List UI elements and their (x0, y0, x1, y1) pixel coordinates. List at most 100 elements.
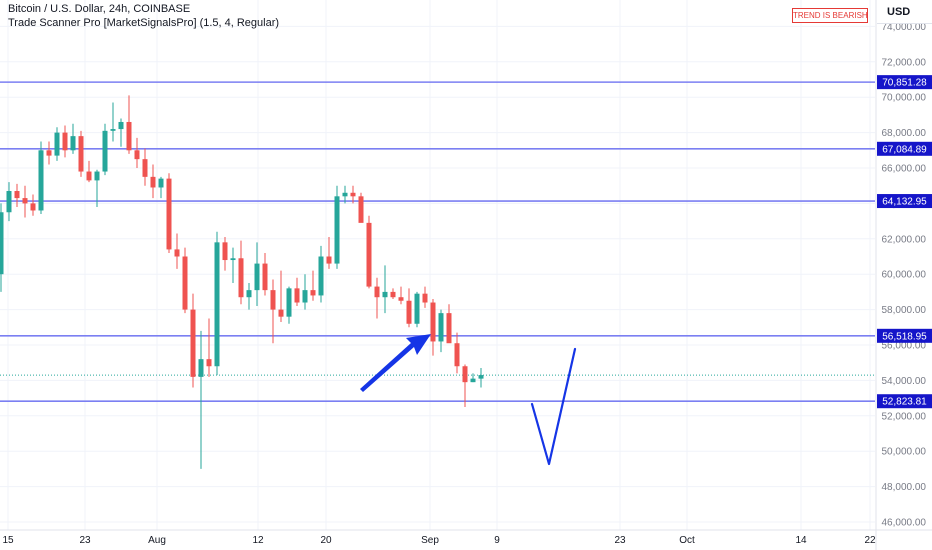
trend-badge: TREND IS BEARISH (792, 8, 868, 23)
candle-body (30, 203, 36, 211)
candle (62, 125, 68, 158)
indicator-legend[interactable]: Trade Scanner Pro [MarketSignalsPro] (1.… (8, 17, 280, 29)
candle-body (6, 191, 12, 213)
candle-body (54, 132, 60, 156)
candle (422, 286, 428, 308)
y-tick-label: 60,000.00 (882, 270, 927, 281)
candle-body (366, 222, 372, 287)
candle-body (206, 359, 212, 367)
candle-body (270, 290, 276, 310)
candle-body (286, 288, 292, 317)
level-price-label: 56,518.95 (877, 328, 932, 343)
candle-body (78, 136, 84, 172)
candle (110, 102, 116, 142)
candle (270, 279, 276, 344)
candle-body (118, 121, 124, 130)
price-axis (877, 0, 932, 550)
candle (70, 123, 76, 154)
x-tick-label: 22 (864, 535, 876, 546)
candle (254, 242, 260, 307)
candle-body (342, 192, 348, 197)
y-tick-label: 50,000.00 (882, 447, 927, 458)
candle-body (438, 313, 444, 342)
candle (134, 137, 140, 168)
candle-body (446, 313, 452, 344)
check-mark-drawing[interactable] (530, 347, 577, 466)
y-tick-label: 52,000.00 (882, 411, 927, 422)
candle (54, 127, 60, 161)
candle (174, 233, 180, 269)
candle (478, 368, 484, 388)
candle (438, 309, 444, 353)
candle-body (134, 150, 140, 160)
candle-body (238, 258, 244, 298)
candle-body (174, 249, 180, 257)
candle-body (46, 150, 52, 156)
candle (358, 192, 364, 223)
candle-body (38, 150, 44, 211)
candle (342, 185, 348, 204)
candle-body (470, 378, 476, 383)
candle (0, 203, 4, 292)
candle-body (62, 132, 68, 151)
x-tick-label: 23 (79, 535, 91, 546)
candle-body (334, 196, 340, 264)
candle (214, 231, 220, 376)
candle (310, 270, 316, 301)
x-tick-label: 23 (614, 535, 626, 546)
candle-body (406, 300, 412, 324)
candle (150, 164, 156, 199)
y-tick-label: 68,000.00 (882, 128, 927, 139)
candle-body (14, 191, 20, 199)
candle-body (70, 136, 76, 151)
candle (446, 304, 452, 344)
candle-body (222, 242, 228, 261)
candle (278, 270, 284, 322)
annotation-arrow[interactable] (360, 334, 431, 392)
candle (158, 176, 164, 199)
candle-body (430, 302, 436, 342)
candle (182, 247, 188, 314)
x-tick-label: Oct (679, 535, 695, 546)
y-tick-label: 62,000.00 (882, 234, 927, 245)
candle (406, 288, 412, 328)
candle (198, 330, 204, 469)
y-tick-label: 58,000.00 (882, 305, 927, 316)
candle (166, 173, 172, 253)
candle-body (190, 309, 196, 377)
y-tick-label: 72,000.00 (882, 57, 927, 68)
candle (334, 185, 340, 269)
candle (374, 277, 380, 319)
candle (350, 185, 356, 204)
y-tick-label: 70,000.00 (882, 93, 927, 104)
candle (294, 277, 300, 307)
y-tick-label: 46,000.00 (882, 518, 927, 529)
candle (238, 240, 244, 305)
level-price-label: 52,823.81 (877, 394, 932, 409)
candle-body (158, 178, 164, 188)
y-tick-label: 74,000.00 (882, 22, 927, 33)
candle (382, 265, 388, 314)
candle (318, 245, 324, 303)
currency-button[interactable]: USD (877, 0, 932, 24)
candle (262, 252, 268, 296)
candle-body (382, 291, 388, 298)
candle-body (102, 130, 108, 172)
y-tick-label: 48,000.00 (882, 482, 927, 493)
candle (126, 95, 132, 154)
candle (470, 373, 476, 383)
candle (190, 293, 196, 388)
candle-body (462, 366, 468, 383)
candle (6, 182, 12, 222)
candle-body (390, 291, 396, 298)
candle-body (230, 258, 236, 261)
candle (230, 247, 236, 284)
svg-text:67,084.89: 67,084.89 (882, 144, 927, 155)
candle (286, 286, 292, 324)
candle-body (326, 256, 332, 264)
level-price-label: 64,132.95 (877, 194, 932, 209)
candle-body (414, 293, 420, 324)
candle-body (422, 293, 428, 303)
candle-body (142, 159, 148, 177)
